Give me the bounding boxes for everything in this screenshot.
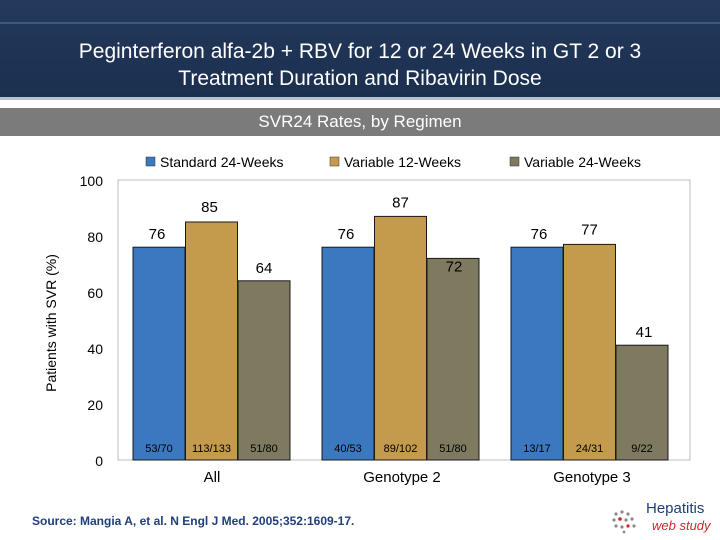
- category-label: Genotype 3: [553, 469, 631, 486]
- bar-count-label: 53/70: [145, 443, 173, 455]
- subtitle-bar: SVR24 Rates, by Regimen: [0, 108, 720, 136]
- bar: [185, 221, 238, 461]
- title-line-2: Treatment Duration and Ribavirin Dose: [178, 67, 542, 90]
- bar-count-label: 113/133: [192, 443, 231, 455]
- bar-value-label: 85: [201, 199, 218, 216]
- legend-label: Standard 24-Weeks: [160, 154, 283, 170]
- y-tick-label: 80: [87, 229, 103, 245]
- legend-swatch: [329, 156, 340, 167]
- bar: [563, 243, 616, 461]
- legend-label: Variable 24-Weeks: [524, 154, 641, 170]
- bar-count-label: 51/80: [439, 443, 467, 455]
- y-tick-label: 0: [95, 453, 103, 469]
- category-label: All: [204, 469, 221, 486]
- y-tick-label: 100: [80, 173, 104, 189]
- legend-swatch: [509, 156, 520, 167]
- bar-value-label: 76: [531, 226, 548, 243]
- chart-subtitle: SVR24 Rates, by Regimen: [258, 112, 462, 131]
- bar: [321, 246, 375, 461]
- y-axis-label: Patients with SVR (%): [43, 254, 59, 392]
- bar: [510, 246, 564, 461]
- bar-count-label: 13/17: [523, 443, 551, 455]
- hepatitis-logo: Hepatitis web study: [610, 500, 718, 536]
- bar-count-label: 9/22: [631, 443, 652, 455]
- legend-swatch: [145, 156, 156, 167]
- bar-value-label: 76: [338, 226, 355, 243]
- bar-value-label: 87: [392, 194, 409, 211]
- bar-value-label: 72: [446, 258, 463, 275]
- bar-count-label: 24/31: [576, 443, 604, 455]
- bar: [237, 280, 291, 461]
- logo-subtitle: web study: [652, 518, 711, 533]
- title-line-1: Peginterferon alfa-2b + RBV for 12 or 24…: [78, 40, 642, 63]
- logo-word: Hepatitis: [646, 500, 705, 517]
- logo-dots-icon: [612, 510, 636, 534]
- bar-count-label: 40/53: [334, 443, 362, 455]
- bar-count-label: 89/102: [384, 443, 418, 455]
- bar-value-label: 76: [149, 226, 166, 243]
- bar: [426, 257, 480, 461]
- y-tick-label: 20: [87, 397, 103, 413]
- bar: [374, 215, 427, 461]
- bar-value-label: 41: [636, 324, 653, 341]
- slide-title: Peginterferon alfa-2b + RBV for 12 or 24…: [0, 38, 720, 92]
- y-tick-label: 40: [87, 341, 103, 357]
- bar-chart: 0 20 40 60 80 100 Patients with SVR (%) Standar…: [43, 154, 691, 486]
- header-banner: Peginterferon alfa-2b + RBV for 12 or 24…: [0, 0, 720, 100]
- bar-count-label: 51/80: [250, 443, 278, 455]
- bar: [132, 246, 186, 461]
- source-citation: Source: Mangia A, et al. N Engl J Med. 2…: [32, 514, 355, 528]
- bar: [615, 344, 669, 461]
- y-tick-label: 60: [87, 285, 103, 301]
- category-label: Genotype 2: [363, 469, 441, 486]
- legend-label: Variable 12-Weeks: [344, 154, 461, 170]
- header-divider: [0, 22, 720, 24]
- bar-value-label: 77: [581, 221, 598, 238]
- bar-value-label: 64: [256, 260, 273, 277]
